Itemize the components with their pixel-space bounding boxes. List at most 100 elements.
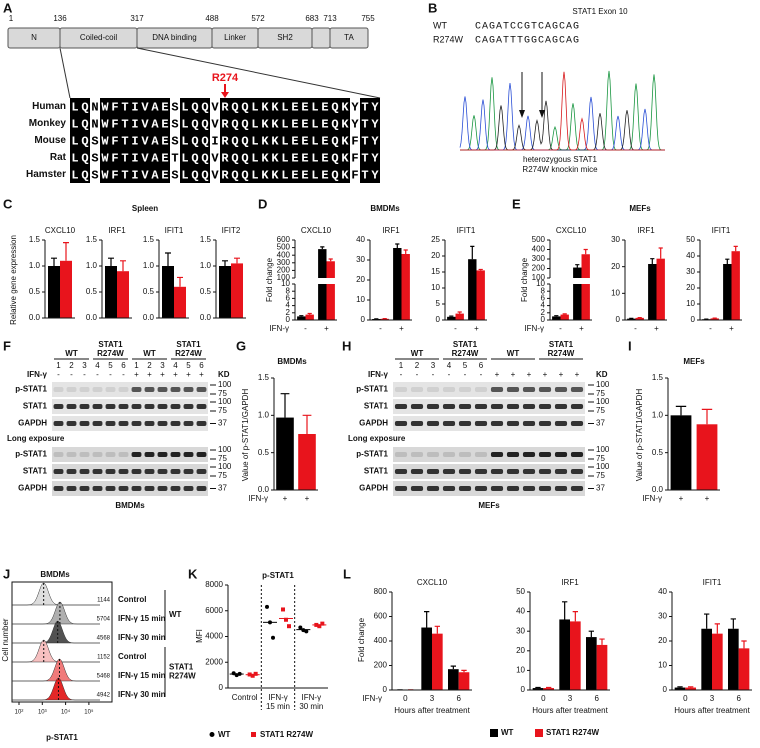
band xyxy=(144,469,155,474)
y-tick-label: 0.0 xyxy=(86,313,98,322)
x-axis-label: p-STAT1 xyxy=(46,733,78,742)
alignment-cell xyxy=(170,149,180,166)
band xyxy=(410,469,424,474)
marker-label: 75 xyxy=(218,406,227,415)
axis-break xyxy=(546,278,592,284)
panel-title: p-STAT1 xyxy=(262,571,294,580)
group-label: WT xyxy=(411,349,424,358)
group-label: WT xyxy=(169,610,182,619)
alignment-cell xyxy=(250,166,260,183)
alignment-cell xyxy=(300,132,310,149)
band xyxy=(157,421,168,426)
y-tick-label: 6 xyxy=(541,294,546,303)
band xyxy=(474,452,488,457)
bar xyxy=(219,266,231,318)
band xyxy=(92,404,103,409)
alignment-cell xyxy=(100,149,110,166)
mfi-label: 1152 xyxy=(97,655,111,661)
band xyxy=(79,452,90,457)
chart-title: IFIT2 xyxy=(222,226,241,235)
panel-label: L xyxy=(343,566,351,581)
y-tick-label: 20 xyxy=(356,275,365,284)
bar xyxy=(581,254,590,320)
alignment-cell xyxy=(200,132,210,149)
y-tick-label: 8 xyxy=(541,286,546,295)
x-tick-label: IFN-γ xyxy=(302,693,322,702)
band xyxy=(157,469,168,474)
bar xyxy=(586,637,597,690)
bar xyxy=(701,628,712,690)
band xyxy=(474,387,488,392)
blot-strip xyxy=(52,416,208,431)
position: 572 xyxy=(251,14,265,23)
band xyxy=(118,469,129,474)
y-tick-label: 6 xyxy=(286,294,291,303)
alignment-cell xyxy=(260,115,270,132)
alignment-cell xyxy=(120,132,130,149)
legend-label: WT xyxy=(501,728,514,737)
y-tick-label: 600 xyxy=(374,612,388,621)
y-axis-label: Relative gene expression xyxy=(9,235,18,325)
chart-title: IFIT1 xyxy=(712,226,731,235)
treatment-sign: - xyxy=(83,370,86,379)
point xyxy=(281,607,285,612)
alignment-cell xyxy=(220,98,230,115)
x-tick-label: 6 xyxy=(736,694,741,703)
x-tick-label: - xyxy=(304,324,307,333)
band xyxy=(426,404,440,409)
panel-label: D xyxy=(258,196,267,211)
band xyxy=(554,387,568,392)
group-label: R274W xyxy=(452,349,479,358)
lane-number: 4 xyxy=(447,361,452,370)
band xyxy=(410,387,424,392)
band xyxy=(474,469,488,474)
error-bar xyxy=(449,315,454,317)
error-bar xyxy=(562,601,568,620)
treatment-sign: - xyxy=(448,370,451,379)
y-tick-label: 1.0 xyxy=(200,261,212,270)
alignment-cell xyxy=(280,149,290,166)
chart-title: IRF1 xyxy=(382,226,400,235)
band xyxy=(131,486,142,491)
treatment-sign: - xyxy=(109,370,112,379)
alignment-cell xyxy=(110,115,120,132)
histogram xyxy=(12,601,100,625)
axis-break xyxy=(291,278,337,284)
x-axis-label: IFN-γ xyxy=(524,324,544,333)
y-tick-label: 0.0 xyxy=(143,313,155,322)
band xyxy=(183,387,194,392)
band xyxy=(170,404,181,409)
alignment-cell xyxy=(280,166,290,183)
band xyxy=(490,452,504,457)
band xyxy=(394,421,408,426)
alignment-cell xyxy=(200,149,210,166)
lane-number: 1 xyxy=(134,361,139,370)
alignment-cell xyxy=(200,166,210,183)
alignment-cell xyxy=(170,115,180,132)
band xyxy=(144,486,155,491)
band xyxy=(410,404,424,409)
panel-label: B xyxy=(428,0,437,15)
band xyxy=(92,486,103,491)
band xyxy=(196,469,207,474)
y-tick-label: 1.5 xyxy=(200,235,212,244)
error-bar xyxy=(730,618,736,629)
bar xyxy=(48,266,60,318)
error-bar xyxy=(424,611,430,628)
panel-title: Spleen xyxy=(132,204,158,213)
position: 713 xyxy=(323,14,337,23)
alignment-cell xyxy=(180,98,190,115)
alignment-cell xyxy=(180,132,190,149)
y-tick-label: 200 xyxy=(532,264,546,273)
alignment-cell xyxy=(270,115,280,132)
alignment-cell xyxy=(310,115,320,132)
x-tick-label: 3 xyxy=(430,694,435,703)
bar xyxy=(573,267,582,320)
y-tick-label: 0 xyxy=(541,315,546,324)
alignment-cell xyxy=(80,149,90,166)
alignment-cell xyxy=(300,149,310,166)
y-tick-label: 400 xyxy=(532,245,546,254)
bar xyxy=(401,254,410,320)
row-label: STAT1 xyxy=(23,467,48,476)
section-title: Long exposure xyxy=(348,434,406,443)
